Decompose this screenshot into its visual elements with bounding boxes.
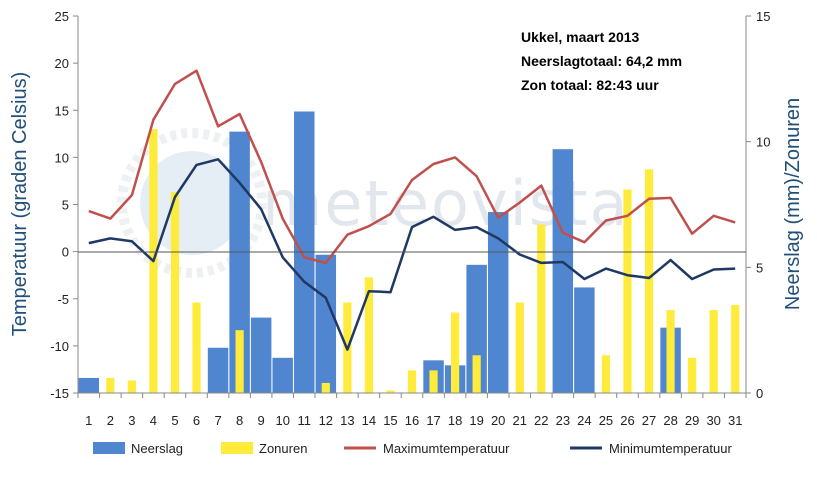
bar-zonuren-22 — [537, 224, 546, 393]
y-left-tick-label: -10 — [50, 339, 69, 354]
x-tick-label: 7 — [214, 413, 221, 428]
bar-zonuren-31 — [731, 305, 740, 393]
x-tick-label: 15 — [383, 413, 397, 428]
x-tick-label: 14 — [362, 413, 376, 428]
bar-neerslag-24 — [574, 287, 595, 393]
bar-neerslag-8 — [229, 131, 250, 393]
bar-zonuren-29 — [688, 357, 697, 393]
line-maximumtemperatuur — [88, 69, 736, 265]
y-left-tick-label: 15 — [55, 103, 69, 118]
x-tick-label: 12 — [319, 413, 333, 428]
x-tick-label: 4 — [150, 413, 157, 428]
x-tick-label: 9 — [258, 413, 265, 428]
bar-neerslag-23 — [552, 149, 574, 393]
bar-neerslag-12 — [315, 254, 337, 393]
bar-neerslag-20 — [487, 212, 509, 393]
bar-zonuren-27 — [644, 169, 654, 393]
bar-zonuren-12 — [321, 382, 330, 393]
x-tick-label: 27 — [642, 413, 656, 428]
bar-zonuren-26 — [623, 189, 632, 393]
watermark-logo — [117, 128, 267, 278]
x-tick-label: 11 — [298, 413, 312, 428]
x-tick-label: 8 — [236, 413, 243, 428]
x-tick-label: 24 — [577, 413, 591, 428]
bar-zonuren-15 — [386, 390, 395, 393]
x-ticks: 1 2 3 4 5 6 7 8 9 10 11 12 13 14 15 16 17 18 19 20 21 22 23 24 2… — [77, 393, 747, 428]
bar-zonuren-16 — [407, 370, 417, 393]
info-title: Ukkel, maart 2013 — [521, 29, 640, 45]
bar-zonuren-17 — [429, 370, 438, 393]
x-tick-label: 16 — [405, 413, 419, 428]
y-left-tick-label: 5 — [62, 198, 69, 213]
x-tick-label: 29 — [685, 413, 699, 428]
info-precipitation-total: Neerslagtotaal: 64,2 mm — [521, 53, 682, 69]
line-minimumtemperatuur — [88, 158, 736, 351]
x-tick-label: 20 — [491, 413, 505, 428]
x-tick-label: 31 — [728, 413, 742, 428]
left-ticks: -15 -10 -5 0 5 10 15 20 25 — [50, 9, 78, 401]
x-tick-label: 18 — [448, 413, 462, 428]
x-tick-label: 2 — [107, 413, 114, 428]
x-tick-label: 28 — [663, 413, 677, 428]
right-ticks: 0 5 10 15 — [746, 9, 770, 401]
y-right-tick-label: 15 — [756, 9, 770, 24]
watermark-text: meteovista — [262, 167, 629, 240]
bar-zonuren-3 — [127, 380, 136, 393]
legend-label-neerslag: Neerslag — [131, 441, 183, 456]
legend-label-max-temp: Maximumtemperatuur — [383, 441, 510, 456]
bar-zonuren-2 — [106, 377, 115, 393]
x-tick-label: 22 — [534, 413, 548, 428]
legend-label-min-temp: Minimumtemperatuur — [609, 441, 732, 456]
x-tick-label: 3 — [128, 413, 135, 428]
bar-neerslag-19 — [466, 264, 487, 393]
bar-zonuren-5 — [170, 191, 180, 393]
bar-neerslag-10 — [272, 357, 293, 393]
y-right-tick-label: 10 — [756, 135, 770, 150]
y-left-tick-label: -5 — [57, 292, 69, 307]
x-tick-label: 6 — [193, 413, 200, 428]
x-tick-label: 23 — [556, 413, 570, 428]
y-left-tick-label: 25 — [55, 9, 69, 24]
info-sun-total: Zon totaal: 82:43 uur — [521, 77, 659, 93]
bar-zonuren-25 — [601, 355, 611, 393]
legend-label-zonuren: Zonuren — [259, 441, 307, 456]
x-tick-label: 30 — [706, 413, 720, 428]
y-left-tick-label: 0 — [62, 245, 69, 260]
legend-swatch-neerslag — [93, 442, 125, 454]
x-tick-label: 13 — [340, 413, 354, 428]
legend-swatch-zonuren — [221, 442, 253, 454]
bar-zonuren-21 — [515, 302, 524, 393]
x-tick-label: 21 — [513, 413, 527, 428]
watermark-sun-icon — [140, 151, 244, 255]
legend: Neerslag Zonuren Maximumtemperatuur Mini… — [93, 441, 732, 456]
y-axis-left-label: Temperatuur (graden Celsius) — [9, 72, 31, 337]
bar-zonuren-28 — [666, 310, 675, 393]
x-tick-label: 26 — [620, 413, 634, 428]
y-left-tick-label: 20 — [55, 56, 69, 71]
y-left-tick-label: -15 — [50, 386, 69, 401]
x-tick-label: 5 — [171, 413, 178, 428]
x-tick-label: 10 — [275, 413, 289, 428]
bar-neerslag-9 — [250, 317, 272, 393]
y-left-tick-label: 10 — [55, 150, 69, 165]
bar-zonuren-30 — [709, 310, 718, 393]
y-right-tick-label: 5 — [756, 260, 763, 275]
x-tick-label: 25 — [599, 413, 613, 428]
bar-zonuren-18 — [451, 312, 460, 393]
bar-zonuren-19 — [472, 355, 481, 393]
bar-zonuren-14 — [364, 277, 373, 393]
x-tick-label: 1 — [85, 413, 92, 428]
bar-neerslag-7 — [207, 347, 229, 393]
x-tick-label: 17 — [426, 413, 440, 428]
y-axis-right-label: Neerslag (mm)/Zonuren — [782, 98, 804, 310]
x-tick-label: 19 — [469, 413, 483, 428]
plot-area — [78, 69, 740, 394]
bar-zonuren-8 — [235, 330, 244, 393]
bar-neerslag-1 — [78, 377, 100, 393]
y-right-tick-label: 0 — [756, 386, 763, 401]
bar-zonuren-6 — [192, 302, 201, 393]
